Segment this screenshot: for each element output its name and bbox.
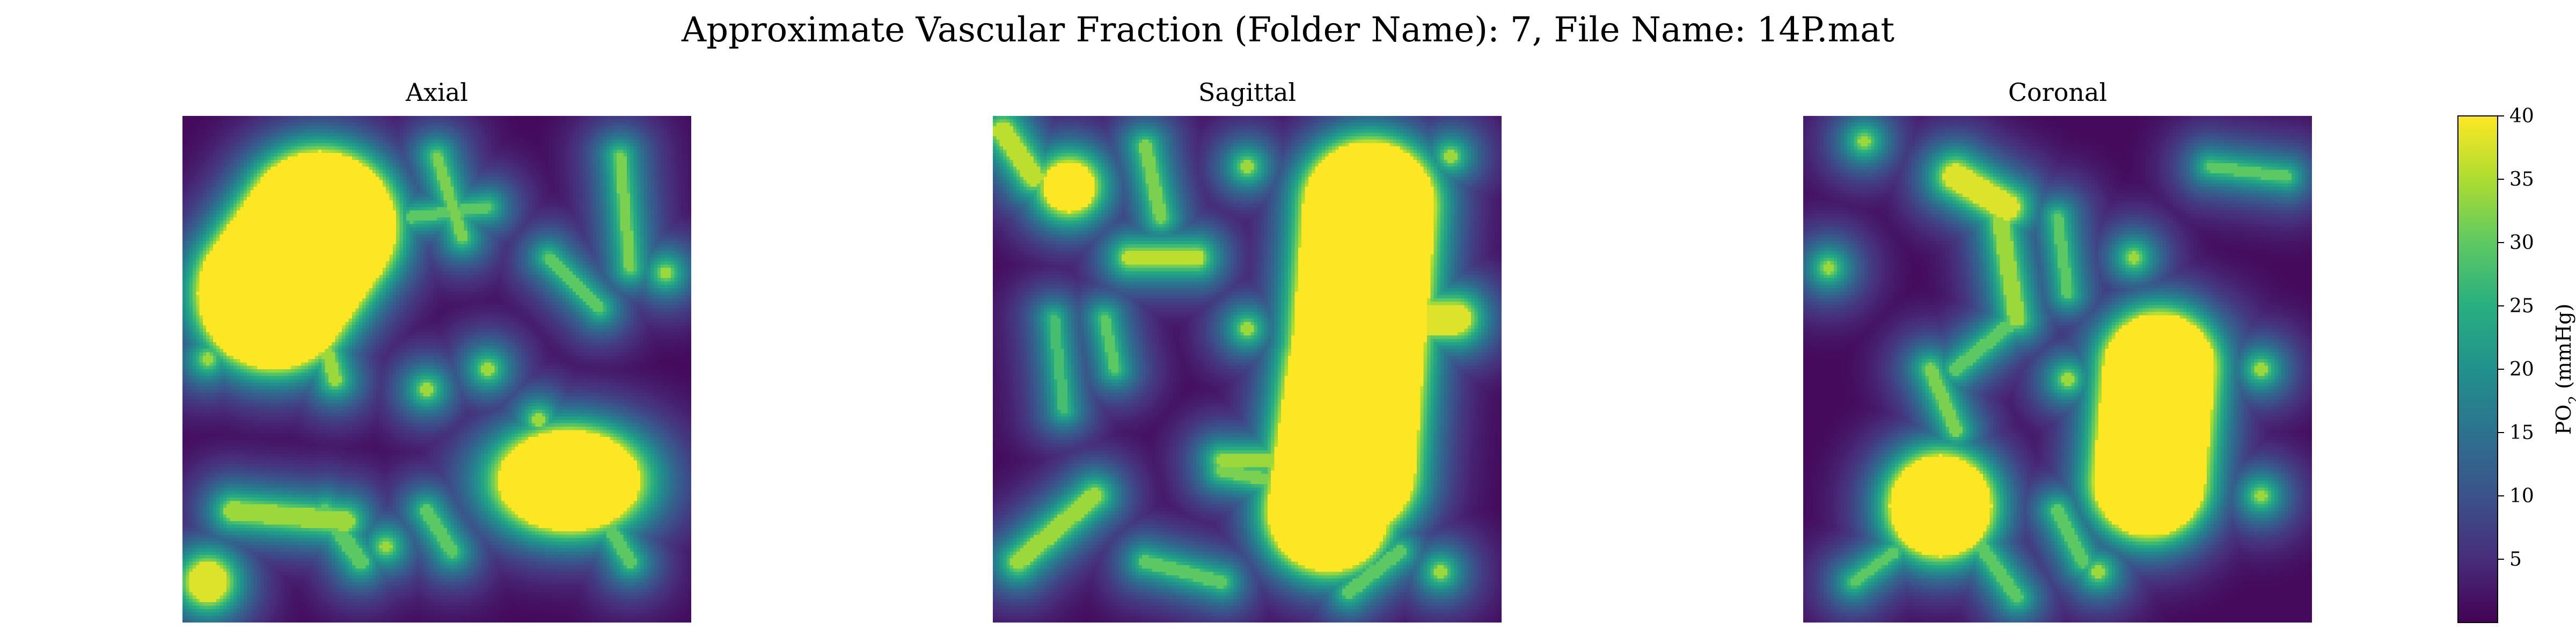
heatmap-coronal (1803, 116, 2312, 623)
heatmap-sagittal (993, 116, 1502, 623)
panel-title-axial: Axial (405, 78, 468, 107)
colorbar-tick-label: 5 (2509, 548, 2522, 570)
heatmap-axial (182, 116, 691, 623)
panel-title-sagittal: Sagittal (1198, 78, 1297, 107)
figure-title: Approximate Vascular Fraction (Folder Na… (681, 10, 1895, 50)
colorbar-tick-label: 20 (2509, 358, 2534, 380)
panel-title-coronal: Coronal (2008, 78, 2107, 107)
colorbar-tick-label: 10 (2509, 485, 2534, 507)
colorbar-tick-label: 15 (2509, 422, 2534, 444)
colorbar-axis-label: PO2 (mmHg) (2552, 304, 2576, 435)
colorbar-tick-label: 30 (2509, 232, 2534, 254)
colorbar-tick-label: 35 (2509, 169, 2534, 191)
colorbar-tick-label: 40 (2509, 105, 2534, 127)
colorbar: 5 10 15 20 25 30 35 40 PO2 (mmHg) (2457, 105, 2576, 623)
colorbar-gradient (2458, 116, 2498, 623)
colorbar-tick-label: 25 (2509, 295, 2534, 317)
